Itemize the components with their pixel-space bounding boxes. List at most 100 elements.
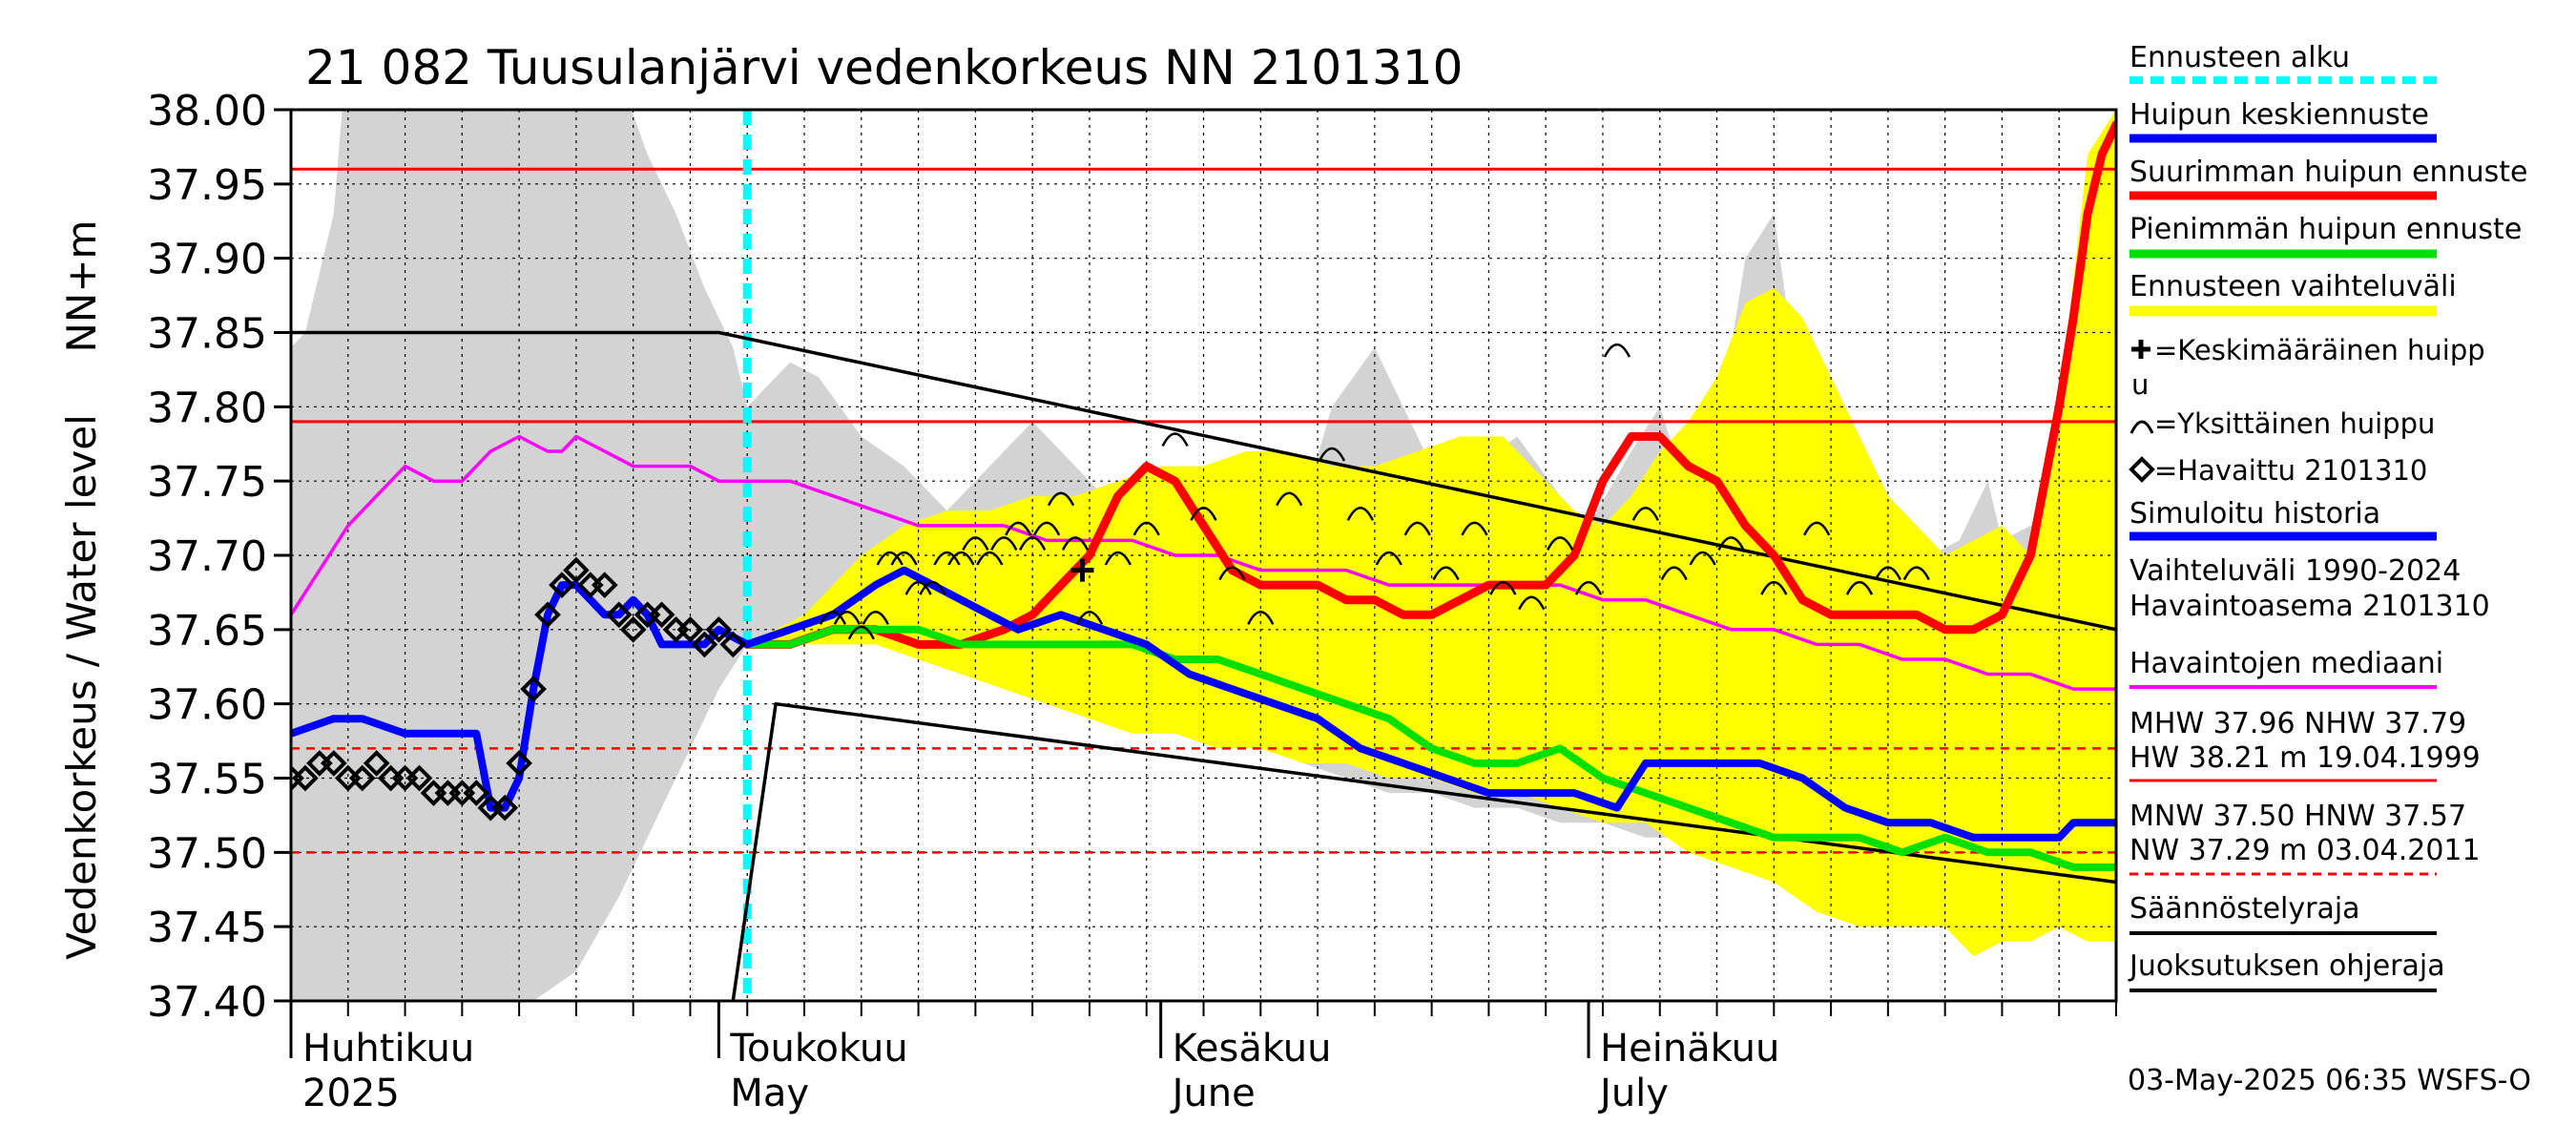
mean-forecast-line	[291, 566, 2116, 842]
single-peak-marker	[1461, 521, 1488, 536]
y-tick-label: 38.00	[147, 87, 267, 135]
single-peak-marker	[1218, 566, 1246, 581]
legend-single-peak-label: =Yksittäinen huippu	[2154, 407, 2435, 440]
min-peak-forecast-line	[743, 625, 2116, 871]
observed-marker	[363, 750, 390, 777]
single-peak-marker	[1403, 521, 1431, 536]
regulation-lower-line	[731, 701, 2116, 1001]
single-peak-marker	[847, 625, 875, 640]
y-tick-label: 37.60	[147, 681, 267, 730]
legend-stats-low-1: MNW 37.50 HNW 37.57	[2129, 800, 2466, 833]
observed-marker	[605, 601, 633, 629]
observed-marker	[506, 750, 532, 777]
observed-marker	[405, 764, 433, 792]
y-tick-label: 37.75	[147, 458, 267, 507]
legend-mean-peak-label-cont: u	[2131, 368, 2149, 401]
legend-forecast-start-label: Ennusteen alku	[2129, 41, 2350, 74]
observed-marker	[591, 572, 618, 598]
single-peak-marker	[904, 580, 932, 595]
single-peak-marker	[1318, 447, 1346, 462]
month-label-en: 2025	[302, 1072, 400, 1115]
legend-mean-peak-label: =Keskimääräinen huipp	[2154, 334, 2485, 366]
month-label-en: May	[730, 1072, 809, 1115]
single-peak-marker	[1161, 432, 1189, 448]
y-tick-label: 37.50	[147, 829, 267, 878]
observed-marker	[491, 794, 519, 822]
timestamp: 03-May-2025 06:35 WSFS-O	[2128, 1064, 2531, 1097]
legend-min-forecast-label: Pienimmän huipun ennuste	[2129, 213, 2522, 246]
single-peak-marker	[1276, 491, 1303, 507]
observed-marker	[719, 631, 747, 658]
single-peak-marker	[990, 536, 1018, 552]
single-peak-marker	[1803, 521, 1831, 536]
single-peak-marker	[1247, 611, 1275, 625]
observed-marker	[549, 572, 575, 598]
y-tick-label: 37.95	[147, 161, 267, 210]
regulation-upper-line	[291, 330, 2116, 632]
legend-discharge-label: Juoksutuksen ohjeraja	[2128, 949, 2445, 983]
observed-marker	[563, 556, 590, 584]
y-tick-label: 37.80	[147, 384, 267, 432]
single-peak-marker	[1005, 521, 1032, 536]
y-axis-label-top: NN+m	[58, 220, 105, 353]
month-label-en: July	[1597, 1072, 1669, 1115]
legend-observed-icon	[2129, 456, 2155, 483]
y-tick-label: 37.65	[147, 607, 267, 656]
observed-marker	[348, 764, 376, 792]
legend: Ennusteen alku Huipun keskiennuste Suurimm…	[2128, 41, 2527, 992]
single-peak-marker	[933, 551, 961, 566]
single-peak-marker	[1518, 595, 1546, 611]
observed-marker	[705, 616, 733, 643]
single-peak-marker	[833, 611, 861, 625]
single-peak-marker	[976, 551, 1004, 566]
y-tick-label: 37.85	[147, 310, 267, 359]
legend-mean-forecast-label: Huipun keskiennuste	[2129, 98, 2429, 132]
month-label-en: June	[1170, 1072, 1256, 1115]
single-peak-marker	[1631, 507, 1659, 521]
single-peak-marker	[1902, 566, 1930, 581]
plot-area	[291, 110, 2116, 1001]
single-peak-marker	[947, 551, 975, 566]
single-peak-marker	[862, 611, 889, 625]
single-peak-marker	[919, 580, 946, 595]
y-tick-label: 37.90	[147, 236, 267, 284]
observed-marker	[619, 616, 647, 643]
observed-marker	[691, 631, 718, 658]
single-peak-marker	[1717, 536, 1745, 552]
legend-stats-low-2: NW 37.29 m 03.04.2011	[2129, 834, 2481, 867]
legend-hist-range-station: Havaintoasema 2101310	[2129, 590, 2490, 623]
legend-sim-history-label: Simuloitu historia	[2129, 497, 2380, 531]
legend-regulation-label: Säännöstelyraja	[2129, 892, 2360, 926]
y-axis-label-bottom: Vedenkorkeus / Water level	[58, 414, 105, 960]
legend-stats-high-2: HW 38.21 m 19.04.1999	[2129, 741, 2481, 775]
month-label: Huhtikuu	[302, 1027, 474, 1071]
single-peak-marker	[876, 551, 904, 566]
single-peak-marker	[962, 536, 989, 552]
legend-stats-high-1: MHW 37.96 NHW 37.79	[2129, 707, 2466, 740]
single-peak-marker	[1874, 566, 1901, 581]
legend-observed-label: =Havaittu 2101310	[2154, 454, 2427, 487]
month-label: Toukokuu	[729, 1027, 907, 1071]
single-peak-marker	[1346, 507, 1375, 521]
single-peak-marker	[1760, 580, 1788, 595]
mean-peak-marker	[1070, 558, 1094, 582]
single-peak-marker	[1375, 551, 1402, 566]
y-tick-label: 37.45	[147, 904, 267, 952]
max-peak-forecast-line	[742, 120, 2116, 649]
observed-marker	[463, 780, 490, 806]
observed-marker	[321, 750, 347, 777]
single-peak-marker	[1061, 536, 1090, 552]
single-peak-marker	[1603, 343, 1631, 358]
single-peak-marker	[1047, 491, 1075, 507]
observed-marker	[534, 601, 561, 629]
single-peak-marker	[890, 551, 918, 566]
y-tick-label: 37.40	[147, 978, 267, 1027]
observed-marker	[520, 676, 547, 702]
legend-mean-peak-icon	[2131, 340, 2150, 359]
single-peak-marker	[1132, 521, 1160, 536]
single-peak-marker	[1075, 611, 1104, 625]
observed-marker	[648, 601, 675, 629]
single-peak-marker	[1432, 566, 1460, 581]
single-peak-marker	[1104, 551, 1132, 566]
single-peak-marker	[1660, 566, 1688, 581]
